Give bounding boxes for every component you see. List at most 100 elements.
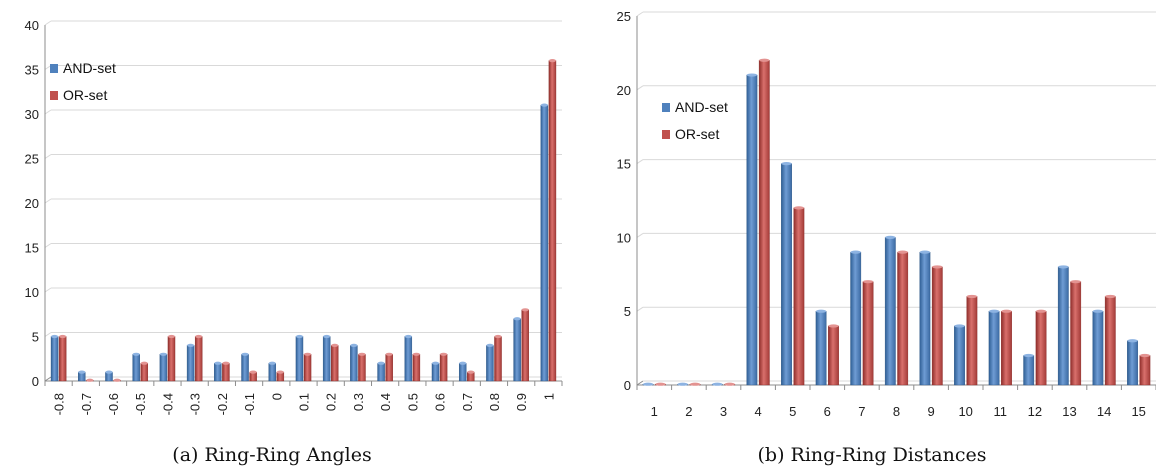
x-tick-label: -0.8	[52, 393, 67, 415]
x-tick-label: 6	[824, 404, 831, 419]
angle-bar-or-set-0p4	[385, 352, 393, 382]
distance-bar-or-set-2	[689, 382, 701, 386]
x-tick-label: 0.6	[433, 393, 448, 411]
angle-bar-and-set-neg0p3	[186, 343, 195, 382]
x-tick-label: 14	[1097, 404, 1111, 419]
angle-bar-or-set-0p5	[412, 352, 421, 382]
gridline-corner	[636, 306, 644, 312]
angle-bar-or-set-neg0p5	[140, 361, 149, 382]
distance-bar-or-set-10	[966, 294, 978, 386]
x-tick-label: 0	[269, 393, 284, 400]
gridline-corner	[636, 232, 644, 238]
distance-bar-and-set-9	[919, 250, 931, 386]
angle-bar-and-set-neg0p7	[78, 370, 86, 382]
angle-bar-and-set-0p4	[377, 361, 385, 382]
angle-bar-or-set-0p9	[521, 308, 529, 382]
y-tick-label: 20	[617, 83, 631, 98]
angle-bar-or-set-neg0p8	[58, 334, 67, 382]
angle-bar-and-set-0p6	[431, 361, 440, 382]
angle-bar-and-set-neg0p1	[241, 352, 249, 382]
legend-swatch-and-set	[50, 64, 58, 73]
distance-bar-and-set-4	[746, 73, 758, 386]
gridline-corner	[44, 332, 52, 337]
distance-bar-and-set-15	[1127, 339, 1138, 386]
distance-bar-or-set-4	[758, 58, 770, 386]
distance-bar-and-set-2	[677, 382, 689, 386]
angle-bar-and-set-0p3	[350, 343, 358, 382]
angle-bar-and-set-0p2	[322, 334, 331, 382]
angle-bar-and-set-1	[540, 103, 549, 382]
x-tick-label: -0.7	[79, 393, 94, 415]
distance-bar-and-set-10	[954, 324, 965, 386]
y-tick-label: 15	[25, 241, 39, 256]
floor-corner-line	[44, 376, 52, 382]
distance-bar-or-set-12	[1035, 309, 1047, 386]
distance-bar-or-set-14	[1104, 294, 1116, 386]
legend-label: AND-set	[675, 99, 728, 115]
distance-bar-or-set-7	[862, 280, 874, 386]
angle-bar-and-set-0p7	[458, 361, 467, 382]
distance-bar-and-set-3	[711, 382, 723, 386]
x-tick-label: -0.4	[160, 393, 175, 415]
legend: AND-set OR-set	[50, 60, 116, 103]
distance-bar-and-set-11	[988, 309, 1000, 386]
angle-bar-or-set-0p2	[331, 343, 339, 382]
y-tick-label: 0	[32, 374, 39, 389]
y-tick-label: 25	[617, 9, 631, 24]
angle-bar-and-set-neg0p2	[214, 361, 222, 382]
caption-distances: (b) Ring-Ring Distances	[758, 444, 987, 466]
distance-bar-or-set-6	[828, 324, 839, 386]
x-tick-label: 5	[789, 404, 796, 419]
y-tick-label: 30	[25, 107, 39, 122]
y-tick-label: 10	[617, 230, 631, 245]
legend-swatch-or-set	[50, 91, 58, 100]
legend-label: AND-set	[63, 60, 116, 76]
angle-bar-or-set-neg0p1	[249, 370, 257, 382]
distance-bar-or-set-13	[1070, 280, 1082, 386]
angle-bar-or-set-0p7	[467, 370, 475, 382]
angle-bar-and-set-0p8	[486, 343, 494, 382]
distance-bar-and-set-5	[781, 162, 792, 386]
x-tick-label: -0.3	[188, 393, 203, 415]
angle-bar-and-set-neg0p5	[132, 352, 140, 382]
distance-bar-and-set-6	[815, 309, 827, 386]
angle-bar-or-set-neg0p4	[167, 334, 176, 382]
legend: AND-set OR-set	[662, 99, 728, 142]
distance-bar-or-set-15	[1139, 353, 1151, 386]
angle-bar-and-set-0p9	[513, 317, 521, 382]
distance-bar-or-set-1	[655, 382, 666, 386]
x-tick-label: 9	[927, 404, 934, 419]
angle-bar-and-set-0p5	[404, 334, 413, 382]
x-tick-label: -0.1	[242, 393, 257, 415]
x-tick-label: 4	[754, 404, 761, 419]
angle-bar-or-set-neg0p7	[86, 378, 94, 382]
x-tick-label: -0.5	[133, 393, 148, 415]
x-tick-label: 11	[994, 404, 1008, 419]
legend-label: OR-set	[63, 87, 107, 103]
distance-bar-and-set-1	[642, 382, 654, 386]
distance-bar-or-set-3	[724, 382, 736, 386]
gridline-corner	[44, 109, 52, 115]
x-tick-label: 12	[1028, 404, 1042, 419]
angle-bar-and-set-neg0p6	[105, 370, 113, 382]
y-tick-label: 25	[25, 152, 39, 167]
x-tick-label: 1	[651, 404, 658, 419]
angle-bar-or-set-neg0p2	[222, 361, 230, 382]
x-tick-label: 0.5	[405, 393, 420, 411]
y-tick-label: 15	[617, 157, 631, 172]
caption-angles: (a) Ring-Ring Angles	[172, 444, 371, 466]
y-tick-label: 5	[624, 304, 631, 319]
angle-bar-and-set-0p1	[295, 334, 304, 382]
x-tick-label: 15	[1131, 404, 1145, 419]
legend-swatch-or-set	[662, 130, 670, 139]
distance-bar-and-set-14	[1092, 309, 1104, 386]
x-tick-label: 0.3	[351, 393, 366, 411]
angle-bar-or-set-0p8	[494, 334, 502, 382]
distance-bar-or-set-8	[897, 250, 909, 386]
y-tick-label: 10	[25, 285, 39, 300]
angle-bar-and-set-neg0p4	[159, 352, 168, 382]
gridline-corner	[44, 287, 52, 293]
